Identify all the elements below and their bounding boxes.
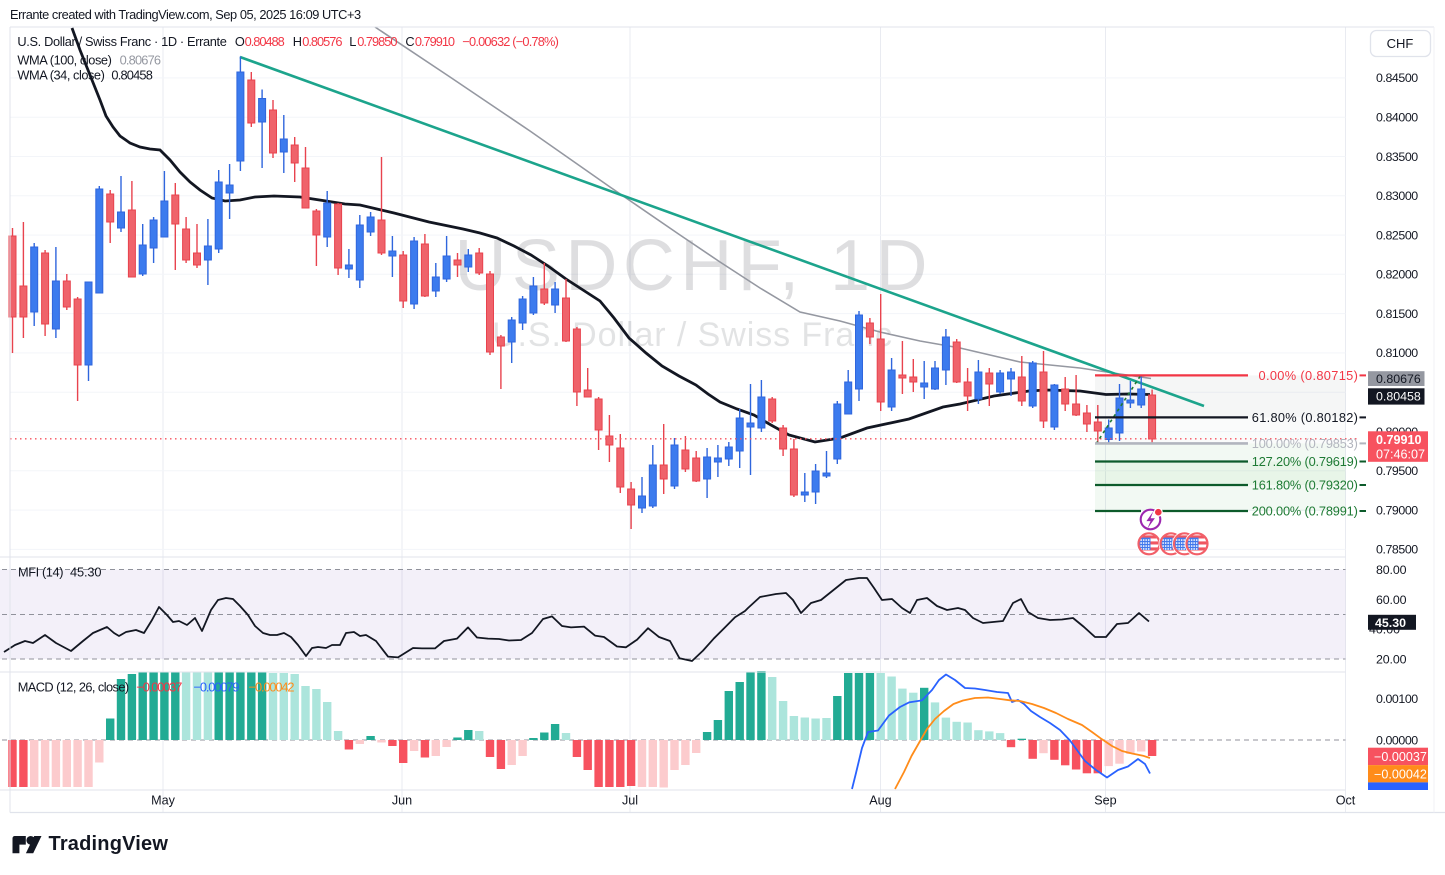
- svg-text:0.82500: 0.82500: [1376, 228, 1418, 242]
- svg-text:0.79000: 0.79000: [1376, 503, 1418, 517]
- svg-text:MFI (14): MFI (14): [18, 565, 63, 580]
- svg-text:0.79850: 0.79850: [357, 34, 397, 49]
- svg-text:0.80676: 0.80676: [1376, 372, 1421, 386]
- svg-text:MACD (12, 26, close): MACD (12, 26, close): [18, 680, 129, 695]
- svg-text:Errante created with TradingVi: Errante created with TradingView.com, Se…: [10, 7, 361, 22]
- svg-text:0.80576: 0.80576: [302, 34, 342, 49]
- svg-text:C: C: [405, 34, 414, 49]
- svg-text:TradingView: TradingView: [49, 833, 169, 855]
- svg-text:−0.00042: −0.00042: [249, 680, 295, 695]
- svg-text:−0.00042: −0.00042: [1374, 767, 1427, 781]
- svg-text:61.80% (0.80182): 61.80% (0.80182): [1252, 410, 1358, 425]
- svg-text:07:46:07: 07:46:07: [1376, 447, 1425, 461]
- svg-text:H: H: [293, 34, 302, 49]
- svg-text:100.00% (0.79853): 100.00% (0.79853): [1252, 436, 1358, 451]
- svg-text:WMA (34, close): WMA (34, close): [17, 67, 104, 82]
- svg-text:0.00100: 0.00100: [1376, 692, 1418, 706]
- svg-text:0.84000: 0.84000: [1376, 111, 1418, 125]
- svg-text:Oct: Oct: [1336, 794, 1356, 808]
- svg-text:0.79910: 0.79910: [1376, 433, 1422, 447]
- svg-text:0.80458: 0.80458: [111, 67, 152, 82]
- svg-text:0.00% (0.80715): 0.00% (0.80715): [1259, 368, 1358, 383]
- svg-text:0.84500: 0.84500: [1376, 71, 1418, 85]
- svg-text:0.80488: 0.80488: [245, 34, 285, 49]
- svg-text:Jun: Jun: [392, 794, 412, 808]
- svg-text:161.80% (0.79320): 161.80% (0.79320): [1252, 478, 1358, 493]
- svg-text:L: L: [349, 34, 356, 49]
- svg-text:0.83500: 0.83500: [1376, 150, 1418, 164]
- svg-text:0.81500: 0.81500: [1376, 307, 1418, 321]
- svg-text:−0.00037: −0.00037: [136, 680, 182, 695]
- svg-text:60.00: 60.00: [1376, 593, 1407, 607]
- svg-text:0.83000: 0.83000: [1376, 189, 1418, 203]
- svg-text:0.82000: 0.82000: [1376, 268, 1418, 282]
- svg-text:0.80458: 0.80458: [1376, 390, 1421, 404]
- svg-text:45.30: 45.30: [1375, 616, 1406, 630]
- svg-text:−0.00037: −0.00037: [1374, 750, 1427, 764]
- svg-text:Jul: Jul: [622, 794, 638, 808]
- svg-text:Aug: Aug: [869, 794, 891, 808]
- svg-text:0.00000: 0.00000: [1376, 734, 1418, 748]
- svg-text:USDCHF, 1D: USDCHF, 1D: [455, 226, 928, 306]
- svg-text:O: O: [235, 34, 245, 49]
- svg-text:CHF: CHF: [1387, 36, 1414, 51]
- svg-text:0.80676: 0.80676: [120, 52, 161, 67]
- svg-text:200.00% (0.78991): 200.00% (0.78991): [1252, 504, 1358, 519]
- svg-text:20.00: 20.00: [1376, 653, 1407, 667]
- svg-text:0.79500: 0.79500: [1376, 464, 1418, 478]
- svg-text:0.81000: 0.81000: [1376, 346, 1418, 360]
- svg-text:−0.00079: −0.00079: [194, 680, 240, 695]
- svg-text:45.30: 45.30: [70, 565, 101, 580]
- svg-text:80.00: 80.00: [1376, 563, 1407, 577]
- svg-text:127.20% (0.79619): 127.20% (0.79619): [1252, 454, 1358, 469]
- svg-text:WMA (100, close): WMA (100, close): [17, 52, 111, 67]
- svg-text:0.79910: 0.79910: [415, 34, 455, 49]
- svg-text:U.S. Dollar / Swiss Franc: U.S. Dollar / Swiss Franc: [492, 316, 892, 354]
- svg-text:Sep: Sep: [1094, 794, 1116, 808]
- svg-text:May: May: [151, 794, 175, 808]
- svg-text:0.78500: 0.78500: [1376, 543, 1418, 557]
- svg-text:U.S. Dollar / Swiss Franc · 1D: U.S. Dollar / Swiss Franc · 1D · Errante: [17, 34, 226, 49]
- svg-text:−0.00632 (−0.78%): −0.00632 (−0.78%): [462, 34, 558, 49]
